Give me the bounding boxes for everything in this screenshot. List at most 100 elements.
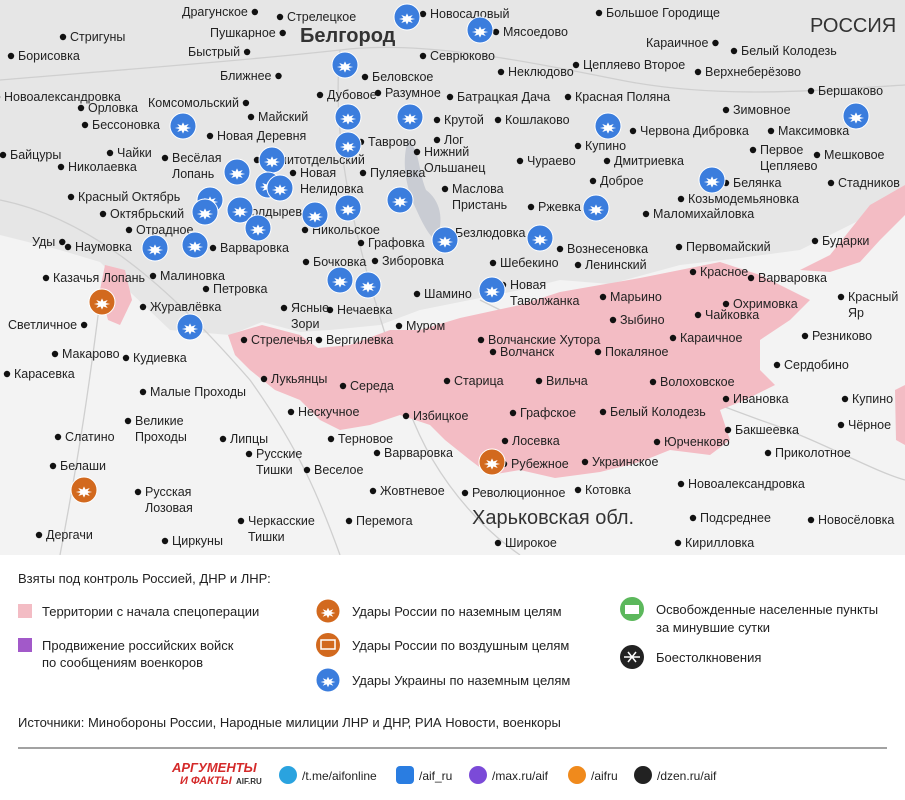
region-label: Харьковская обл. bbox=[472, 507, 634, 529]
place-label: Избицкое bbox=[413, 409, 468, 423]
place-label: Проходы bbox=[135, 430, 187, 444]
place-dot bbox=[689, 514, 697, 522]
ukraine-strike-glyph bbox=[436, 236, 454, 248]
place-label: Журавлёвка bbox=[150, 300, 221, 314]
place-dot bbox=[642, 210, 650, 218]
ukraine-strike-glyph bbox=[263, 156, 281, 168]
ukraine-strike-glyph bbox=[339, 204, 357, 216]
place-label: Новая bbox=[300, 166, 336, 180]
place-dot bbox=[361, 73, 369, 81]
ukraine-strike-glyph bbox=[483, 286, 501, 298]
place-label: Юрченково bbox=[664, 435, 730, 449]
place-dot bbox=[629, 127, 637, 135]
social-icon[interactable] bbox=[634, 766, 652, 784]
region-label: РОССИЯ bbox=[810, 15, 896, 37]
place-dot bbox=[599, 293, 607, 301]
place-dot bbox=[260, 375, 268, 383]
place-label: Перемога bbox=[356, 514, 413, 528]
place-label: Первое bbox=[760, 143, 803, 157]
social-icon[interactable] bbox=[568, 766, 586, 784]
place-label: Чураево bbox=[527, 154, 576, 168]
place-label: Караичное bbox=[646, 36, 708, 50]
place-dot bbox=[209, 244, 217, 252]
social-link[interactable]: /aif_ru bbox=[419, 769, 452, 783]
ukraine-strike-glyph bbox=[703, 176, 721, 188]
place-dot bbox=[594, 348, 602, 356]
place-label: Светличное bbox=[8, 318, 77, 332]
social-icon[interactable] bbox=[469, 766, 487, 784]
place-dot bbox=[649, 378, 657, 386]
place-label: Зимовное bbox=[733, 103, 791, 117]
place-dot bbox=[3, 370, 11, 378]
place-dot bbox=[801, 332, 809, 340]
russia-strike-glyph bbox=[483, 458, 501, 470]
place-label: Комсомольский bbox=[148, 96, 239, 110]
place-label: Николаевка bbox=[68, 160, 137, 174]
place-label: Чайковка bbox=[705, 308, 759, 322]
legend-liberated-glyph bbox=[625, 605, 639, 614]
place-dot bbox=[501, 437, 509, 445]
place-label: Чёрное bbox=[848, 418, 891, 432]
place-dot bbox=[339, 382, 347, 390]
place-label: Наумовка bbox=[75, 240, 132, 254]
place-label: Драгунское bbox=[182, 5, 248, 19]
social-icon[interactable] bbox=[279, 766, 297, 784]
place-dot bbox=[674, 539, 682, 547]
ukraine-strike-glyph bbox=[146, 244, 164, 256]
place-dot bbox=[443, 377, 451, 385]
logo: АРГУМЕНТЫ bbox=[171, 760, 258, 775]
place-dot bbox=[837, 421, 845, 429]
place-dot bbox=[202, 285, 210, 293]
place-label: Жовтневое bbox=[380, 484, 445, 498]
place-dot bbox=[767, 127, 775, 135]
social-icon[interactable] bbox=[396, 766, 414, 784]
place-dot bbox=[807, 87, 815, 95]
social-link[interactable]: /max.ru/aif bbox=[492, 769, 549, 783]
place-dot bbox=[574, 486, 582, 494]
legend-clashes-glyph bbox=[624, 651, 640, 663]
place-dot bbox=[57, 163, 65, 171]
place-dot bbox=[35, 531, 43, 539]
place-dot bbox=[359, 169, 367, 177]
social-link[interactable]: /aifru bbox=[591, 769, 618, 783]
place-label: Красная Поляна bbox=[575, 90, 670, 104]
place-dot bbox=[441, 185, 449, 193]
place-dot bbox=[134, 488, 142, 496]
place-dot bbox=[106, 149, 114, 157]
place-label: Дергачи bbox=[46, 528, 93, 542]
russia-strike-glyph bbox=[75, 486, 93, 498]
place-label: Новая bbox=[510, 278, 546, 292]
place-dot bbox=[276, 13, 284, 21]
place-label: Лукьянцы bbox=[271, 372, 327, 386]
social-link[interactable]: /dzen.ru/aif bbox=[657, 769, 717, 783]
place-dot bbox=[302, 258, 310, 266]
place-label: Дубовое bbox=[327, 88, 377, 102]
legend-text: Территории с начала спецоперации bbox=[42, 604, 259, 619]
place-dot bbox=[125, 226, 133, 234]
place-dot bbox=[49, 462, 57, 470]
place-label: Новая Деревня bbox=[217, 129, 306, 143]
place-label: Неклюдово bbox=[508, 65, 574, 79]
place-label: Белый Колодезь bbox=[741, 44, 837, 58]
place-label: Купино bbox=[585, 139, 626, 153]
place-dot bbox=[497, 68, 505, 76]
place-label: Беловское bbox=[372, 70, 433, 84]
place-label: Новоалександровка bbox=[688, 477, 805, 491]
place-label: Верхнеберёзово bbox=[705, 65, 801, 79]
reservoir bbox=[404, 140, 441, 240]
place-label: Черкасские bbox=[248, 514, 315, 528]
legend-text: Боестолкновения bbox=[656, 650, 761, 665]
place-label: Подсреднее bbox=[700, 511, 771, 525]
place-label: Никольское bbox=[312, 223, 380, 237]
legend-ukraine-ground-glyph bbox=[320, 676, 336, 688]
place-dot bbox=[811, 237, 819, 245]
place-dot bbox=[677, 480, 685, 488]
social-links: /t.me/aifonline/aif_ru/max.ru/aif/aifru /… bbox=[279, 766, 717, 784]
social-link[interactable]: /t.me/aifonline bbox=[302, 769, 377, 783]
legend-text: Удары Украины по наземным целям bbox=[352, 673, 570, 688]
legend-text: Освобожденные населенные пункты bbox=[656, 602, 878, 617]
place-dot bbox=[59, 238, 66, 246]
place-dot bbox=[77, 104, 85, 112]
place-dot bbox=[251, 8, 259, 16]
place-dot bbox=[240, 336, 248, 344]
